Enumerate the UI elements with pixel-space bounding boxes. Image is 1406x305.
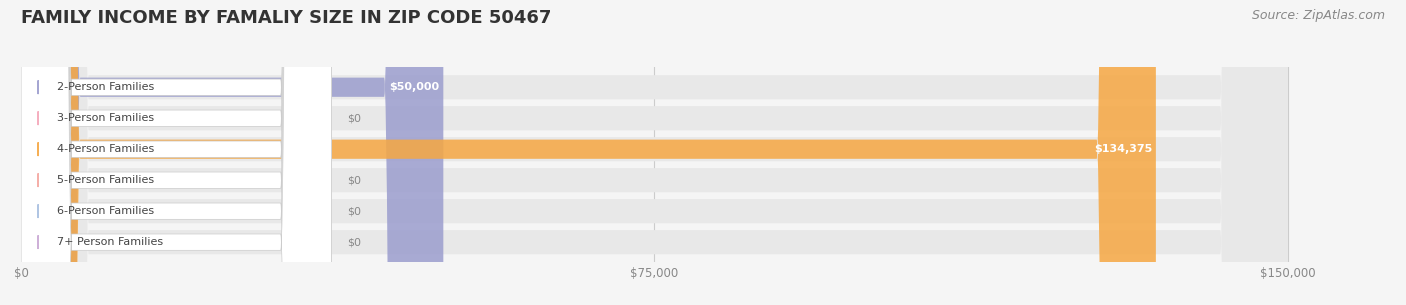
Text: 4-Person Families: 4-Person Families [56,144,155,154]
Text: FAMILY INCOME BY FAMALIY SIZE IN ZIP CODE 50467: FAMILY INCOME BY FAMALIY SIZE IN ZIP COD… [21,9,551,27]
Text: Source: ZipAtlas.com: Source: ZipAtlas.com [1251,9,1385,22]
FancyBboxPatch shape [21,0,332,305]
FancyBboxPatch shape [21,0,1288,305]
FancyBboxPatch shape [21,0,1288,305]
Text: $0: $0 [347,206,360,216]
FancyBboxPatch shape [21,0,1288,305]
FancyBboxPatch shape [21,0,332,305]
FancyBboxPatch shape [21,0,1288,305]
FancyBboxPatch shape [21,0,332,305]
Text: $0: $0 [347,237,360,247]
FancyBboxPatch shape [21,0,1288,305]
Text: 2-Person Families: 2-Person Families [56,82,155,92]
FancyBboxPatch shape [21,0,332,305]
Text: $0: $0 [347,113,360,123]
Text: 3-Person Families: 3-Person Families [56,113,153,123]
Text: 7+ Person Families: 7+ Person Families [56,237,163,247]
FancyBboxPatch shape [21,0,1156,305]
Text: 6-Person Families: 6-Person Families [56,206,153,216]
FancyBboxPatch shape [21,0,1288,305]
FancyBboxPatch shape [21,0,332,305]
FancyBboxPatch shape [21,0,443,305]
Text: $134,375: $134,375 [1094,144,1152,154]
FancyBboxPatch shape [21,0,332,305]
Text: $50,000: $50,000 [389,82,440,92]
Text: 5-Person Families: 5-Person Families [56,175,153,185]
Text: $0: $0 [347,175,360,185]
